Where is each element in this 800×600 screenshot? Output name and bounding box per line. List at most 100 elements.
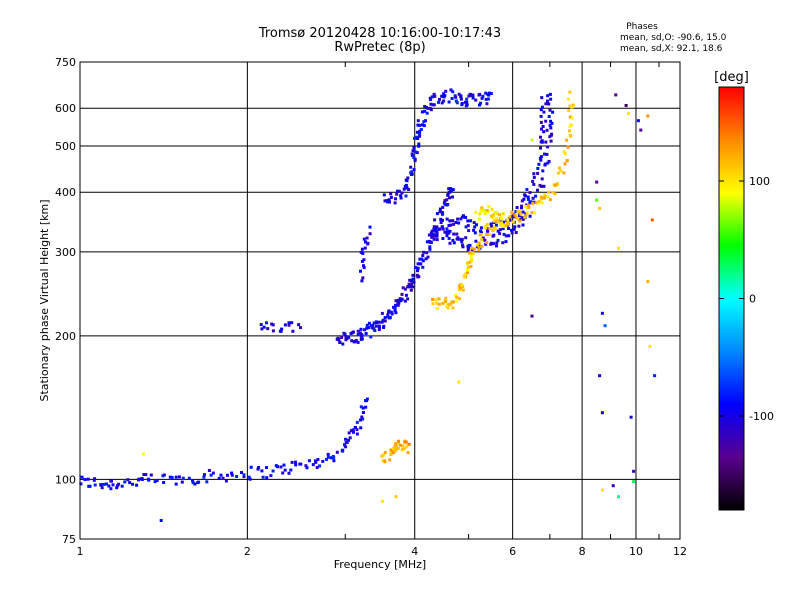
data-point [423,109,427,113]
data-point [416,137,420,140]
data-point [502,232,506,236]
data-point [298,462,302,466]
data-point [349,429,353,433]
data-point [399,196,403,200]
data-point [611,484,615,488]
data-point [168,475,172,479]
data-point [553,192,557,196]
data-point [439,221,443,224]
data-point [261,475,265,479]
data-point [427,233,431,237]
data-point [517,224,521,228]
x-tick-label: 4 [411,545,418,558]
data-point [646,280,650,283]
data-point [595,180,599,184]
data-point [434,227,438,231]
data-point [107,484,111,488]
data-point [412,146,416,150]
data-point [266,327,270,331]
colorbar-label: [deg] [714,70,749,85]
data-point [344,437,348,441]
data-point [174,482,178,486]
data-point [448,241,452,245]
data-point [460,102,464,105]
data-point [294,463,298,467]
data-point [79,482,83,486]
data-point [484,91,488,95]
data-point [364,240,367,244]
data-point [526,203,530,207]
x-tick-label: 12 [673,545,687,558]
data-point [435,212,439,216]
data-point [203,473,206,477]
data-point [632,480,636,483]
data-point [474,211,478,214]
data-point [155,479,159,482]
data-point [457,92,461,96]
data-point [556,171,560,175]
data-point [466,265,470,269]
data-point [140,478,144,481]
data-point [368,232,372,236]
data-point [445,198,449,202]
data-point [540,96,544,100]
data-point [624,104,628,107]
data-point [386,200,389,204]
data-point [370,326,374,330]
data-point [369,335,373,339]
data-point [441,301,445,305]
data-point [307,459,311,463]
data-point [290,460,294,464]
data-point [394,303,397,307]
data-point [466,261,469,265]
data-point [470,259,474,263]
data-point [410,282,414,286]
data-point [387,309,391,313]
data-point [278,329,282,333]
data-point [480,238,484,242]
data-point [430,233,434,236]
data-point [460,237,464,241]
data-point [489,222,493,226]
data-point [460,240,464,244]
data-point [421,254,425,257]
data-point [369,323,373,327]
data-point [534,194,538,198]
data-point [549,119,553,123]
data-point [340,336,344,339]
data-point [283,468,287,472]
data-point [350,339,354,343]
data-point [359,426,363,430]
data-point [530,138,534,142]
data-point [549,139,553,143]
data-point [207,469,211,472]
data-point [451,219,455,223]
data-point [425,111,429,115]
data-point [487,93,491,97]
colorbar-tick-label: 100 [749,175,770,188]
data-point [364,405,368,409]
data-point [516,217,520,221]
data-point [546,99,549,103]
data-point [480,244,484,248]
data-point [507,234,511,238]
data-point [451,188,455,192]
data-point [428,106,432,110]
data-point [568,129,571,133]
data-point [435,234,439,238]
data-point [360,259,364,263]
data-point [287,471,291,475]
data-point [487,91,491,95]
data-point [475,243,479,247]
data-point [502,223,506,227]
data-point [538,183,542,187]
data-point [494,219,498,223]
data-point [162,481,166,484]
data-point [454,95,458,99]
data-point [416,262,420,266]
data-point [394,448,398,452]
data-point [242,473,246,477]
data-point [400,292,404,296]
data-point [548,92,552,96]
